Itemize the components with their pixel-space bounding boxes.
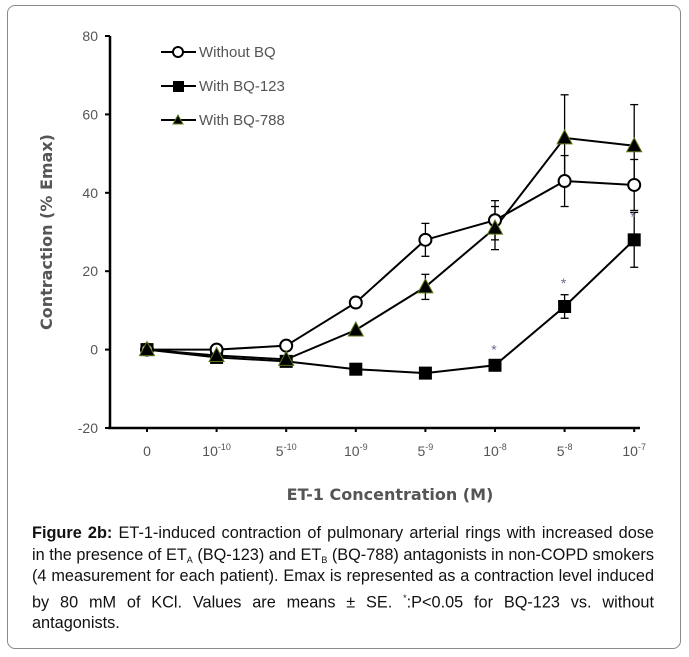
data-point — [627, 177, 642, 192]
series-line-with-bq-123 — [146, 239, 635, 375]
y-tick-label: 40 — [82, 185, 98, 201]
figure-caption: Figure 2b: ET-1-induced contraction of p… — [32, 523, 654, 635]
data-point — [625, 136, 643, 153]
data-point — [417, 277, 434, 294]
significance-star: * — [561, 275, 567, 291]
axes: -20 0 20 40 60 80 0 10-10 5-10 10-9 5-9 10-8 5-8 10-7 — [78, 28, 646, 459]
caption-sub-a: A — [186, 554, 193, 565]
x-tick-label: 10-10 — [202, 442, 231, 459]
data-point — [279, 338, 294, 353]
series-layer: * * * — [138, 94, 643, 380]
figure-frame — [7, 5, 681, 649]
data-point — [486, 219, 504, 235]
x-tick-label: 0 — [143, 443, 151, 459]
legend-label: With BQ-788 — [199, 112, 285, 129]
legend-marker-triangle — [172, 113, 184, 125]
legend-label: Without BQ — [199, 44, 276, 61]
legend-marker-circle — [172, 46, 184, 58]
data-point — [557, 174, 572, 189]
data-point — [418, 232, 433, 247]
caption-text-4: :P<0.05 for BQ-123 vs. without antagonis… — [32, 592, 654, 633]
data-point — [556, 128, 573, 145]
y-tick-label: 80 — [82, 28, 98, 44]
data-point — [348, 295, 363, 310]
caption-sup-star: * — [403, 592, 407, 603]
y-tick-label: 60 — [82, 106, 98, 122]
data-point — [347, 320, 365, 337]
caption-text-3: (BQ-788) antagonists in non-COPD smokers… — [32, 545, 654, 611]
x-axis-title: ET-1 Concentration (M) — [287, 485, 494, 504]
x-tick-label: 10-8 — [483, 442, 507, 459]
data-point — [627, 233, 641, 247]
data-point — [208, 346, 225, 362]
significance-star: * — [491, 342, 497, 358]
legend: Without BQ With BQ-123 With BQ-788 — [161, 44, 285, 129]
data-point — [418, 366, 432, 380]
chart: -20 0 20 40 60 80 0 10-10 5-10 10-9 5-9 10-8 5-8 10-7… — [37, 28, 646, 504]
data-point — [349, 362, 363, 376]
legend-marker-square — [173, 81, 184, 92]
series-line-without-bq — [147, 180, 635, 351]
data-point — [277, 350, 295, 366]
data-point — [488, 358, 502, 372]
caption-sub-b: B — [321, 554, 328, 565]
x-tick-label: 5-9 — [417, 442, 433, 459]
series-line-with-bq-788 — [146, 136, 635, 361]
y-tick-label: -20 — [78, 420, 98, 436]
y-axis-title: Contraction (% Emax) — [37, 134, 56, 330]
caption-text-2: (BQ-123) and ET — [192, 545, 322, 564]
data-point — [138, 340, 156, 357]
y-tick-label: 20 — [82, 263, 98, 279]
x-tick-label: 10-7 — [622, 442, 646, 459]
y-tick-label: 0 — [90, 342, 98, 358]
x-tick-label: 10-9 — [344, 442, 368, 459]
significance-star: * — [630, 208, 636, 224]
legend-label: With BQ-123 — [199, 78, 285, 95]
x-tick-label: 5-8 — [557, 442, 573, 459]
data-point — [558, 299, 572, 313]
caption-label: Figure 2b: — [32, 524, 113, 542]
x-tick-label: 5-10 — [276, 442, 297, 459]
caption-text-1: ET-1-induced contraction of pulmonary ar… — [32, 524, 654, 564]
